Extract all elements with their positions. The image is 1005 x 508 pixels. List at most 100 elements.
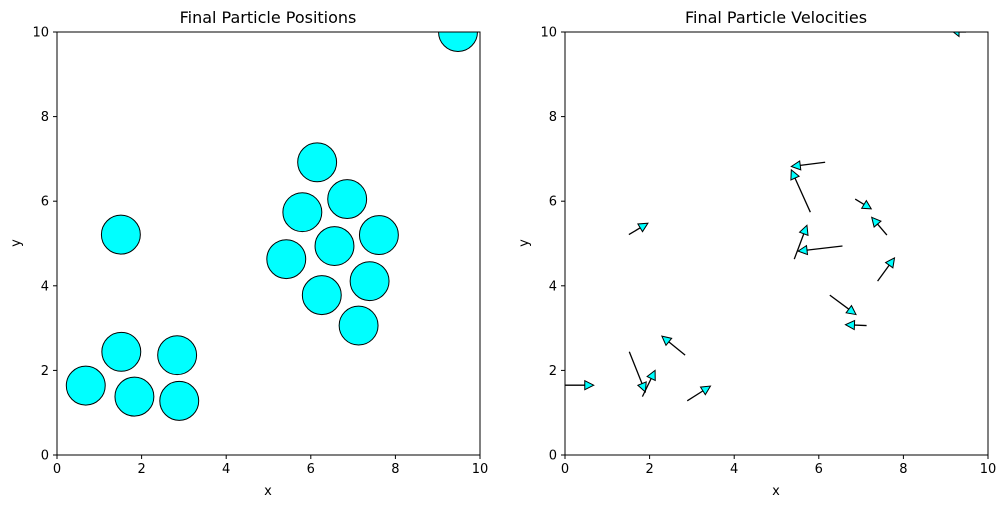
particle-marker: [338, 305, 379, 346]
velocities-x-ticks: 0 2 4 6 8 10: [561, 455, 996, 477]
velocity-arrow: [790, 168, 811, 213]
velocity-arrow-head: [845, 304, 857, 316]
positions-y-tick-label: 6: [41, 195, 49, 210]
velocities-x-tick-label: 4: [730, 462, 738, 477]
positions-y-tick-label: 10: [32, 26, 49, 41]
velocity-arrow-shaft: [668, 341, 686, 356]
velocity-arrow: [661, 335, 686, 356]
positions-x-tick-label: 8: [391, 462, 399, 477]
velocity-arrow-shaft: [794, 177, 811, 213]
velocity-arrow-shaft: [877, 223, 888, 236]
particle-marker: [101, 331, 142, 372]
particle-marker: [301, 275, 342, 316]
velocity-arrow-shaft: [829, 294, 850, 310]
positions-plot-frame: [56, 31, 481, 456]
positions-panel: Final Particle Positions 0 2 4 6 8 10 0 2 4 6 8 10…: [9, 8, 488, 499]
particle-marker: [114, 376, 155, 417]
velocity-arrow-head: [844, 319, 856, 331]
velocities-x-tick-label: 0: [561, 462, 569, 477]
velocities-x-tick-label: 2: [645, 462, 653, 477]
velocities-title: Final Particle Velocities: [685, 8, 867, 27]
velocity-arrow-head: [790, 168, 801, 181]
velocity-arrow-head: [637, 222, 649, 233]
velocities-x-tick-label: 8: [899, 462, 907, 477]
velocity-arrow: [844, 319, 867, 331]
particle-marker: [297, 142, 338, 183]
velocity-arrow-shaft: [800, 161, 826, 167]
particle-marker: [438, 32, 478, 52]
velocities-y-tick-label: 0: [549, 449, 557, 464]
positions-x-tick-label: 0: [53, 462, 61, 477]
particle-marker: [349, 261, 390, 302]
velocity-arrow: [877, 256, 896, 282]
velocities-marks: [565, 32, 967, 402]
velocity-arrow: [870, 216, 888, 236]
positions-x-tick-label: 4: [222, 462, 230, 477]
velocity-arrow-shaft: [854, 198, 865, 205]
positions-y-tick-label: 2: [41, 364, 49, 379]
velocities-y-ticks: 0 2 4 6 8 10: [540, 26, 565, 464]
particle-marker: [266, 239, 307, 280]
velocity-arrow: [952, 32, 967, 38]
particle-marker: [327, 179, 368, 220]
positions-y-tick-label: 4: [41, 279, 49, 294]
velocities-panel: Final Particle Velocities 0 2 4 6 8 10 0 2 4 6 8 1…: [517, 8, 996, 499]
velocity-arrow-head: [796, 244, 809, 256]
positions-y-tick-label: 8: [41, 110, 49, 125]
velocities-y-label: y: [517, 239, 532, 247]
positions-x-label: x: [264, 484, 272, 499]
particle-marker: [358, 215, 399, 255]
particle-marker: [159, 380, 200, 421]
velocity-arrow: [790, 160, 826, 171]
velocity-arrow-shaft: [628, 351, 643, 384]
velocities-y-tick-label: 8: [549, 110, 557, 125]
velocity-arrow: [854, 198, 873, 210]
positions-x-tick-label: 2: [137, 462, 145, 477]
velocity-arrow-head: [699, 385, 712, 396]
velocity-arrow: [565, 379, 595, 391]
positions-y-label: y: [9, 239, 24, 247]
velocity-arrow-head: [790, 160, 802, 171]
positions-y-ticks: 0 2 4 6 8 10: [32, 26, 57, 464]
velocity-arrow-head: [661, 335, 673, 347]
velocity-arrow-head: [636, 381, 647, 394]
velocity-arrow: [628, 222, 649, 236]
velocity-arrow: [686, 385, 712, 402]
velocity-arrow: [796, 244, 843, 256]
velocity-arrow-shaft: [793, 233, 805, 260]
velocity-arrow-shaft: [628, 227, 641, 236]
velocity-arrow-head: [584, 379, 595, 391]
velocities-plot-frame: [564, 31, 989, 456]
velocities-x-label: x: [772, 484, 780, 499]
velocity-arrow-shaft: [686, 390, 704, 402]
velocity-arrow: [829, 294, 857, 316]
velocity-arrow: [793, 224, 809, 260]
positions-x-tick-label: 10: [472, 462, 489, 477]
particle-marker: [314, 226, 355, 266]
positions-title: Final Particle Positions: [180, 8, 357, 27]
particle-marker: [157, 335, 198, 376]
velocities-y-tick-label: 4: [549, 279, 557, 294]
velocities-x-tick-label: 6: [815, 462, 823, 477]
positions-marks: [65, 32, 478, 421]
velocity-arrow-head: [952, 32, 960, 38]
velocity-arrow-shaft: [806, 245, 843, 251]
positions-x-tick-label: 6: [307, 462, 315, 477]
positions-y-tick-label: 0: [41, 449, 49, 464]
velocities-y-tick-label: 6: [549, 195, 557, 210]
velocity-arrow-shaft: [641, 378, 652, 397]
velocities-x-tick-label: 10: [980, 462, 997, 477]
velocity-arrow: [641, 369, 656, 397]
velocities-y-tick-label: 10: [540, 26, 557, 41]
particle-marker: [282, 192, 323, 233]
velocity-arrow: [628, 351, 647, 394]
velocities-y-tick-label: 2: [549, 364, 557, 379]
velocity-arrow-head: [884, 256, 896, 269]
velocity-arrow-head: [646, 369, 656, 382]
velocity-arrow-head: [860, 199, 873, 210]
velocity-arrow-head: [798, 224, 809, 237]
velocity-arrow-head: [870, 216, 882, 228]
positions-x-ticks: 0 2 4 6 8 10: [53, 455, 488, 477]
velocity-arrow-shaft: [877, 264, 890, 282]
